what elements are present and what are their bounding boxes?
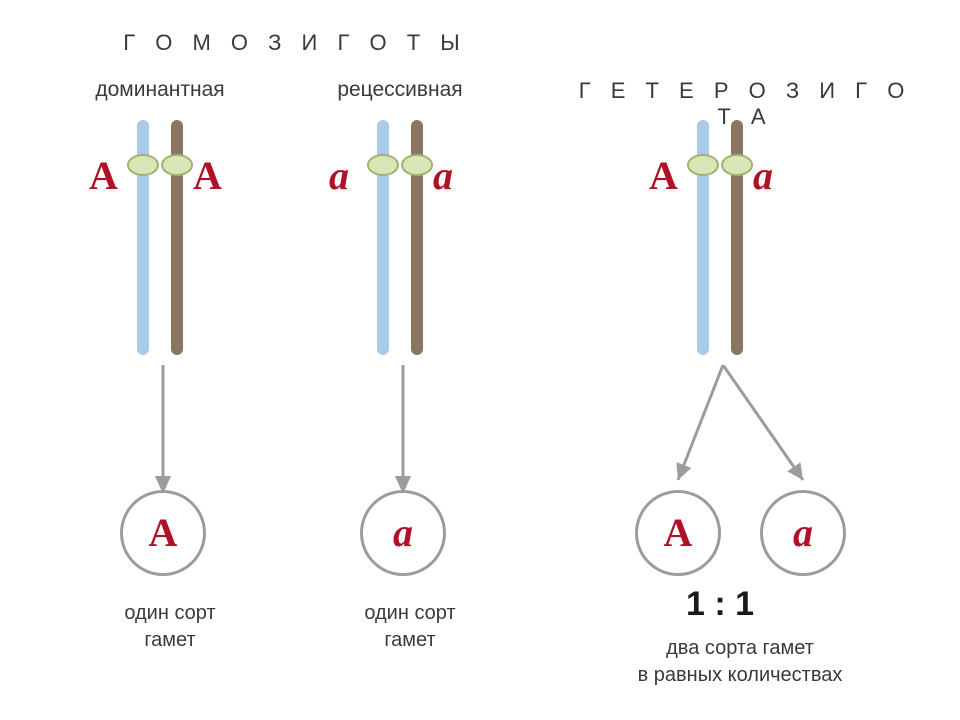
header-heterozygote: Г Е Т Е Р О З И Г О Т А <box>575 78 915 130</box>
centromere-right-dominant <box>161 154 193 176</box>
centromere-right-recessive <box>401 154 433 176</box>
arrow-dominant <box>148 365 178 495</box>
arrow-recessive <box>388 365 418 495</box>
arrow-fork-hetero <box>663 365 818 495</box>
gamete-label-dominant-0: A <box>149 513 178 553</box>
gamete-hetero-0: A <box>635 490 721 576</box>
allele-right-dominant: A <box>193 152 222 199</box>
gamete-label-hetero-1: a <box>793 513 813 553</box>
gamete-recessive-0: a <box>360 490 446 576</box>
centromere-right-hetero <box>721 154 753 176</box>
centromere-left-recessive <box>367 154 399 176</box>
allele-left-dominant: A <box>89 152 118 199</box>
footer-hetero: два сорта гаметв равных количествах <box>610 635 870 689</box>
subheader-dominant: доминантная <box>70 78 250 102</box>
footer-recessive: один сортгамет <box>320 600 500 654</box>
allele-left-hetero: A <box>649 152 678 199</box>
gamete-label-recessive-0: a <box>393 513 413 553</box>
centromere-left-dominant <box>127 154 159 176</box>
footer-dominant: один сортгамет <box>80 600 260 654</box>
gamete-dominant-0: A <box>120 490 206 576</box>
allele-right-hetero: a <box>753 152 773 199</box>
gamete-hetero-1: a <box>760 490 846 576</box>
subheader-recessive: рецессивная <box>310 78 490 102</box>
allele-left-recessive: a <box>329 152 349 199</box>
header-homozygotes: Г О М О З И Г О Т Ы <box>110 30 480 56</box>
ratio-hetero: 1 : 1 <box>640 585 800 624</box>
allele-right-recessive: a <box>433 152 453 199</box>
centromere-left-hetero <box>687 154 719 176</box>
gamete-label-hetero-0: A <box>664 513 693 553</box>
